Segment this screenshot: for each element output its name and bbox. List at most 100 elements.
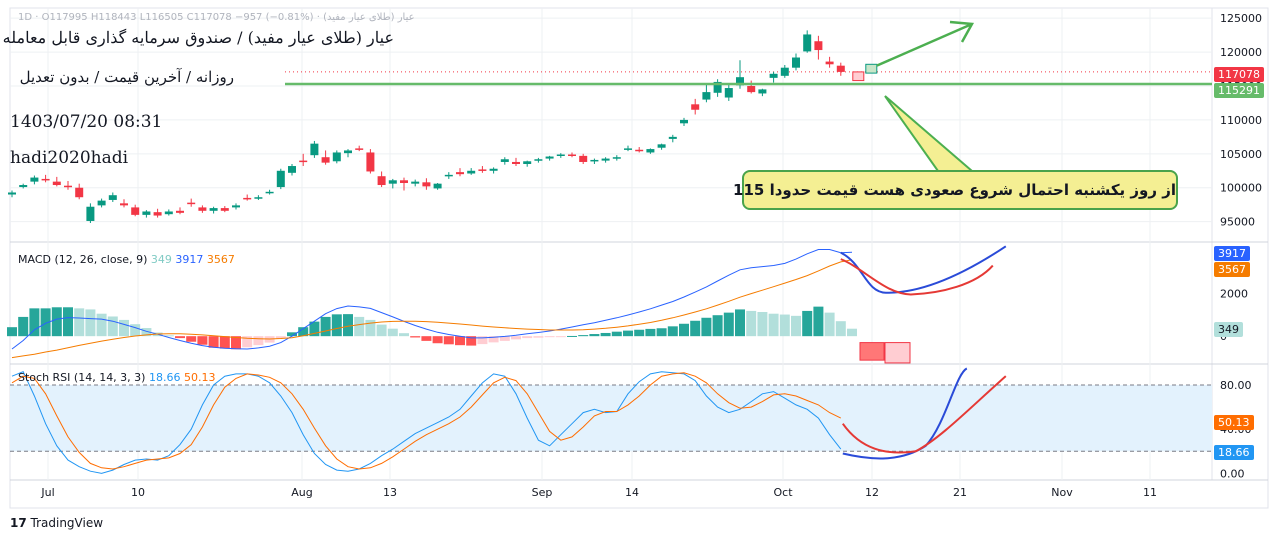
candle-body: [803, 34, 812, 52]
x-tick-label: Aug: [291, 486, 312, 499]
macd-histogram-bar: [107, 316, 118, 337]
macd-histogram-bar: [757, 311, 768, 337]
candle-body: [444, 174, 453, 177]
macd-histogram-bar: [85, 309, 96, 337]
macd-histogram-bar: [186, 336, 197, 342]
x-tick-label: 11: [1143, 486, 1157, 499]
projection-box: [852, 71, 865, 82]
candle-body: [792, 57, 800, 68]
candle-body: [75, 187, 84, 198]
macd-histogram-bar: [309, 321, 320, 337]
candle-body: [198, 207, 207, 211]
x-tick-label: Sep: [532, 486, 553, 499]
price-tick-label: 125000: [1220, 12, 1262, 25]
target-arrow-shaft: [876, 22, 973, 67]
macd-histogram-bar: [399, 333, 409, 337]
macd-histogram-bar: [723, 312, 734, 337]
candle-body: [780, 67, 789, 76]
macd-histogram-bar: [242, 336, 253, 348]
signal-value-tag: 3567: [1214, 262, 1250, 277]
stoch-tick-label: 80.00: [1220, 379, 1252, 392]
macd-pane[interactable]: [7, 249, 911, 364]
candle-body: [209, 208, 218, 211]
macd-histogram-bar: [63, 307, 73, 337]
candle-body: [120, 203, 128, 206]
stoch-legend-d: 50.13: [183, 371, 216, 384]
macd-tick-label: 2000: [1220, 287, 1248, 300]
candle-body: [724, 88, 733, 98]
candle-body: [769, 73, 778, 78]
macd-histogram-bar: [163, 335, 174, 337]
price-tick-label: 120000: [1220, 46, 1262, 59]
support-price-tag: 115291: [1214, 83, 1264, 98]
symbol-ohlc-header: عیار (طلای عیار مفید) · 1D · O117995 H11…: [18, 12, 415, 23]
chart-author: hadi2020hadi: [10, 148, 129, 168]
macd-histogram-bar: [779, 314, 790, 337]
macd-legend-signal: 3567: [206, 253, 235, 266]
macd-histogram-bar: [287, 332, 297, 337]
candle-body: [243, 197, 252, 200]
candle-body: [366, 152, 375, 172]
macd-histogram-bar: [847, 328, 857, 337]
stoch-d-projection: [841, 375, 1007, 454]
macd-legend-label: MACD (12, 26, close, 9): [18, 253, 148, 266]
macd-histogram-bar: [679, 323, 689, 337]
chart-title-line1: عیار (طلای عیار مفید) / صندوق سرمایه گذا…: [2, 28, 394, 47]
macd-histogram-bar: [690, 320, 701, 337]
macd-histogram-bar: [455, 336, 465, 346]
candle-body: [108, 195, 117, 200]
signal-line: [11, 259, 853, 359]
macd-legend[interactable]: MACD (12, 26, close, 9) 349 3917 3567: [18, 253, 235, 266]
candle-body: [422, 182, 431, 187]
analysis-callout[interactable]: از روز یکشنبه احتمال شروع صعودی هست قیمت…: [733, 170, 1178, 210]
x-tick-label: 21: [953, 486, 967, 499]
stoch-rsi-legend[interactable]: Stoch RSI (14, 14, 3, 3) 18.66 50.13: [18, 371, 215, 384]
candle-body: [601, 158, 610, 161]
candle-body: [310, 143, 319, 156]
last-price-tag: 117078: [1214, 67, 1264, 82]
macd-histogram-bar: [410, 336, 421, 338]
macd-line: [11, 249, 853, 350]
candle-body: [825, 61, 834, 65]
candle-body: [814, 41, 823, 51]
macd-value-tag: 3917: [1214, 246, 1250, 261]
candle-body: [265, 191, 274, 194]
tradingview-logo[interactable]: 17 TradingView: [10, 516, 104, 530]
price-tick-label: 95000: [1220, 216, 1255, 229]
candle-body: [668, 136, 677, 139]
macd-legend-hist: 349: [150, 253, 172, 266]
x-tick-label: Oct: [773, 486, 793, 499]
candle-body: [176, 210, 184, 213]
candle-body: [332, 152, 341, 162]
macd-histogram-bar: [623, 330, 633, 337]
macd-histogram-bar: [712, 315, 723, 337]
macd-histogram-bar: [354, 316, 365, 337]
x-tick-label: Nov: [1051, 486, 1073, 499]
candle-body: [220, 208, 229, 211]
candle-body: [836, 65, 845, 72]
candle-body: [478, 169, 487, 171]
macd-histogram-bar: [387, 328, 398, 337]
macd-histogram-bar: [645, 328, 656, 337]
macd-histogram-bar: [175, 336, 185, 339]
candle-body: [153, 212, 162, 216]
candle-body: [97, 200, 106, 206]
macd-histogram-bar: [813, 306, 824, 337]
candle-body: [758, 89, 767, 94]
callout-text: از روز یکشنبه احتمال شروع صعودی هست قیمت…: [769, 181, 1176, 199]
candle-body: [355, 148, 364, 150]
callout-target: 115: [733, 181, 765, 199]
macd-histogram-bar: [298, 327, 309, 337]
candle-body: [232, 205, 240, 208]
candle-body: [142, 211, 151, 215]
stoch-rsi-pane[interactable]: [10, 371, 1212, 474]
macd-histogram-bar: [376, 324, 387, 337]
macd-histogram-bar: [511, 336, 521, 340]
candle-body: [8, 192, 16, 195]
macd-histogram-bar: [499, 336, 510, 341]
price-pane[interactable]: [8, 30, 1212, 224]
macd-histogram-bar: [611, 331, 622, 337]
macd-histogram-bar: [343, 314, 353, 337]
macd-histogram-bar: [74, 308, 85, 337]
